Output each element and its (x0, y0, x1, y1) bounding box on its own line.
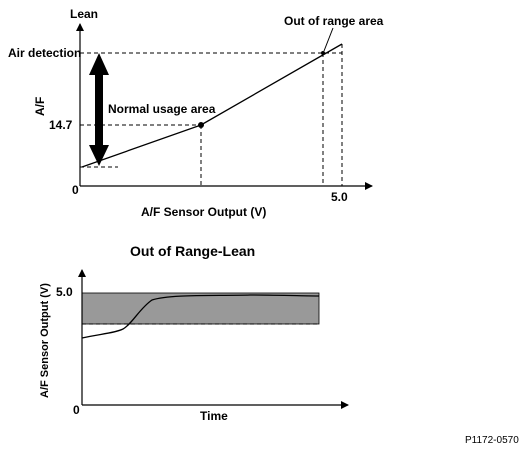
figure-reference: P1172-0570 (465, 435, 519, 446)
top-graph: Lean A/F Air detection 14.7 0 5.0 A/F Se… (8, 7, 384, 219)
y-tick-147: 14.7 (49, 118, 73, 132)
out-of-range-leader (323, 27, 334, 52)
sensor-output-curve (81, 294, 320, 339)
point-147 (198, 122, 204, 128)
bottom-graph: Out of Range-Lean 5.0 0 Time A/F Sensor … (39, 243, 349, 423)
bottom-x-axis-label: Time (200, 409, 228, 423)
top-guide-lines (80, 44, 343, 186)
top-y-axis-label: A/F (33, 97, 47, 116)
out-of-range-area-label: Out of range area (284, 14, 384, 28)
top-origin-label: 0 (72, 183, 79, 197)
bottom-y-axis-label: A/F Sensor Output (V) (39, 283, 51, 398)
point-out-of-range (321, 51, 325, 55)
bottom-origin-label: 0 (73, 403, 80, 417)
out-of-range-band (81, 292, 320, 325)
bottom-graph-title: Out of Range-Lean (130, 243, 255, 259)
top-x-max-label: 5.0 (331, 190, 348, 204)
normal-usage-double-arrow (89, 53, 109, 166)
normal-usage-area-label: Normal usage area (108, 102, 216, 116)
top-x-axis-label: A/F Sensor Output (V) (141, 205, 266, 219)
top-y-axis-top-label: Lean (70, 7, 98, 21)
bottom-y-max-label: 5.0 (56, 285, 73, 299)
air-detection-label: Air detection (8, 46, 81, 60)
